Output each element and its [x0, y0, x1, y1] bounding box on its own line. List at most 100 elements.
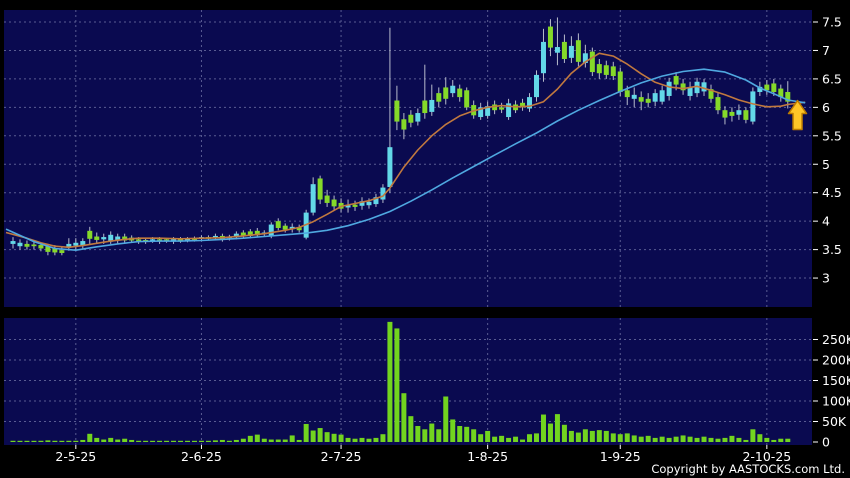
- volume-bar: [94, 437, 100, 442]
- up-candle: [750, 91, 756, 122]
- volume-bar: [764, 437, 770, 442]
- up-candle: [652, 93, 658, 102]
- down-candle: [596, 64, 602, 74]
- volume-bar: [212, 440, 218, 442]
- volume-axis-label: 200K: [822, 353, 850, 368]
- down-candle: [499, 107, 505, 110]
- volume-bar: [527, 434, 533, 442]
- down-candle: [436, 93, 442, 102]
- volume-bar: [338, 434, 344, 442]
- ma-slow-blue: [5, 68, 806, 251]
- volume-bar: [701, 436, 707, 442]
- volume-bar: [478, 434, 484, 442]
- volume-bar: [87, 433, 93, 442]
- up-candle: [701, 82, 707, 92]
- volume-bar: [778, 438, 784, 442]
- date-axis-label: 1-9-25: [600, 449, 641, 464]
- down-candle: [87, 230, 93, 239]
- down-candle: [722, 110, 728, 118]
- up-candle: [233, 233, 239, 238]
- volume-bar: [666, 437, 672, 442]
- volume-bar: [233, 439, 239, 442]
- volume-bar: [310, 430, 316, 442]
- up-candle: [359, 201, 365, 206]
- up-candle: [694, 81, 700, 94]
- price-axis-label: 7.5: [822, 15, 842, 30]
- volume-bar: [617, 434, 623, 442]
- down-candle: [547, 26, 553, 48]
- volume-bar: [17, 440, 23, 442]
- volume-bar: [275, 439, 281, 442]
- up-candle: [540, 41, 546, 74]
- volume-bar: [296, 439, 302, 442]
- volume-bar: [736, 437, 742, 442]
- volume-bar: [359, 437, 365, 442]
- up-candle: [150, 239, 156, 242]
- down-candle: [729, 111, 735, 116]
- down-candle: [624, 90, 630, 98]
- volume-bar: [561, 424, 567, 442]
- up-candle: [631, 94, 637, 99]
- down-candle: [457, 88, 463, 98]
- down-candle: [136, 239, 142, 242]
- volume-bar: [254, 434, 260, 442]
- volume-bar: [366, 438, 372, 442]
- price-panel: [4, 10, 812, 307]
- volume-bar: [185, 440, 190, 442]
- volume-bar: [436, 429, 442, 442]
- down-candle: [408, 114, 414, 123]
- up-candle: [115, 236, 121, 241]
- up-candle: [478, 107, 484, 118]
- date-axis-label: 2-7-25: [321, 449, 362, 464]
- price-axis-label: 3.5: [822, 242, 842, 257]
- volume-bar: [499, 435, 505, 442]
- volume-bar: [506, 437, 512, 442]
- volume-bar: [59, 440, 65, 442]
- volume-bar: [708, 437, 714, 442]
- volume-bar: [129, 439, 135, 442]
- volume-bar: [373, 437, 379, 442]
- down-candle: [275, 221, 281, 228]
- volume-bar: [240, 438, 246, 442]
- price-up-arrow-icon: [787, 99, 808, 131]
- down-candle: [296, 227, 302, 231]
- volume-bar: [38, 440, 44, 442]
- date-axis-label: 2-5-25: [55, 449, 96, 464]
- down-candle: [38, 245, 44, 249]
- up-candle: [736, 110, 742, 115]
- date-axis-label: 2-10-25: [742, 449, 791, 464]
- up-candle: [527, 97, 533, 109]
- volume-bar: [603, 430, 609, 442]
- volume-bar: [422, 429, 428, 442]
- down-candle: [31, 244, 37, 247]
- volume-bar: [575, 432, 581, 442]
- gridlines: [4, 10, 812, 445]
- volume-axis-label: 0: [822, 435, 830, 450]
- volume-bar: [540, 414, 546, 442]
- up-candle: [268, 224, 274, 236]
- down-candle: [240, 232, 246, 237]
- up-candle: [373, 197, 379, 205]
- up-candle: [345, 205, 351, 208]
- down-candle: [617, 71, 623, 92]
- down-candle: [59, 250, 65, 254]
- up-candle: [554, 47, 560, 53]
- volume-bar: [136, 440, 142, 442]
- volume-bar: [73, 440, 79, 442]
- up-candle: [429, 99, 435, 112]
- volume-bar: [205, 440, 211, 442]
- volume-bar: [568, 430, 574, 442]
- volume-axis-label: 100K: [822, 394, 850, 409]
- volume-bar: [659, 436, 665, 442]
- down-candle: [764, 84, 770, 91]
- down-candle: [331, 199, 337, 207]
- volume-bar: [645, 435, 651, 442]
- down-candle: [247, 231, 253, 236]
- volume-bar: [178, 440, 184, 442]
- volume-bar: [652, 437, 658, 442]
- volume-bar: [191, 440, 197, 442]
- volume-bar: [680, 435, 686, 442]
- volume-bar: [715, 438, 721, 442]
- volume-bar: [464, 426, 470, 442]
